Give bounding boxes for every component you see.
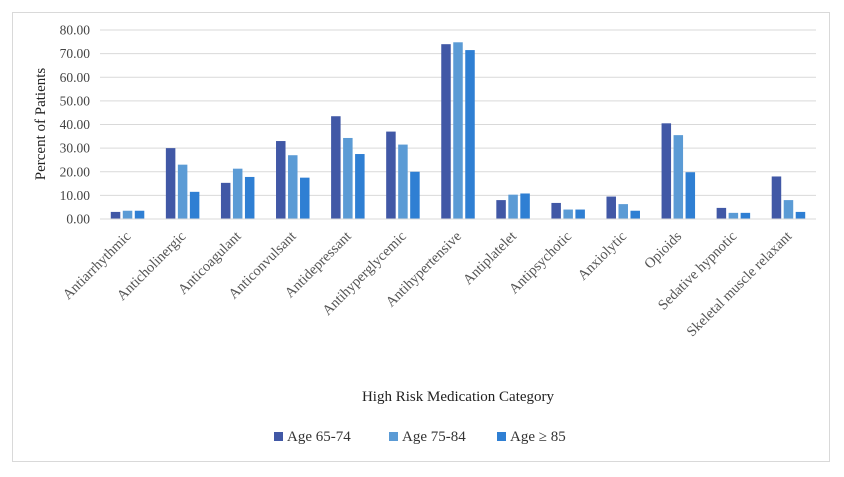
x-category-label: Anxiolytic xyxy=(575,229,630,284)
bar xyxy=(122,210,133,219)
bar xyxy=(177,164,188,219)
x-category-label: Opioids xyxy=(641,228,685,272)
bar xyxy=(740,212,751,219)
bar xyxy=(300,177,310,219)
legend-swatch xyxy=(497,432,506,441)
bar xyxy=(343,137,353,219)
y-tick-label: 60.00 xyxy=(60,70,91,85)
bar xyxy=(618,204,628,219)
legend-label: Age 75-84 xyxy=(402,429,466,445)
bar xyxy=(783,200,794,219)
bar xyxy=(661,123,672,219)
bar xyxy=(508,194,518,219)
x-axis-title: High Risk Medication Category xyxy=(362,389,555,405)
bar xyxy=(331,116,341,219)
x-category-label: Antiplatelet xyxy=(460,229,520,289)
bar xyxy=(232,168,243,219)
bar xyxy=(441,44,451,219)
y-tick-label: 70.00 xyxy=(60,46,91,61)
bar xyxy=(728,212,739,219)
bar xyxy=(288,155,298,219)
bars xyxy=(110,42,806,219)
bar xyxy=(110,211,121,219)
bar xyxy=(398,144,408,219)
bar xyxy=(606,196,616,219)
y-tick-label: 50.00 xyxy=(60,93,91,108)
legend-swatch xyxy=(274,432,283,441)
y-tick-label: 40.00 xyxy=(60,117,91,132)
bar xyxy=(630,210,640,219)
bar xyxy=(563,209,573,219)
bar xyxy=(244,176,255,219)
x-axis-categories: AntiarrhythmicAnticholinergicAnticoagula… xyxy=(60,228,795,340)
y-axis-ticks: 0.00 10.00 20.00 30.00 40.00 50.00 60.00 70.00 8… xyxy=(60,23,91,227)
bar xyxy=(673,135,684,219)
x-category-label: Skeletal muscle relaxant xyxy=(684,229,796,341)
bar xyxy=(496,200,506,219)
legend-label: Age 65-74 xyxy=(287,429,351,445)
bar xyxy=(165,148,176,219)
bar xyxy=(453,42,463,219)
legend: Age 65-74 Age 75-84 Age ≥ 85 xyxy=(274,429,566,445)
bar xyxy=(716,207,727,219)
bar xyxy=(355,154,365,219)
y-axis-title: Percent of Patients xyxy=(33,68,49,181)
y-tick-label: 80.00 xyxy=(60,23,91,38)
y-tick-label: 30.00 xyxy=(60,141,91,156)
bar xyxy=(520,193,530,219)
bar xyxy=(410,171,420,219)
bar xyxy=(276,141,286,219)
bar xyxy=(795,211,806,219)
bar xyxy=(386,131,396,219)
y-tick-label: 10.00 xyxy=(60,188,91,203)
bar xyxy=(685,172,696,219)
y-tick-label: 20.00 xyxy=(60,164,91,179)
y-tick-label: 0.00 xyxy=(66,212,90,227)
chart-frame xyxy=(12,12,830,462)
bar xyxy=(575,209,585,219)
bar xyxy=(189,191,200,219)
legend-swatch xyxy=(389,432,398,441)
bar xyxy=(771,176,782,219)
bar xyxy=(465,50,475,219)
legend-label: Age ≥ 85 xyxy=(510,429,566,445)
bar xyxy=(551,202,561,219)
bar xyxy=(220,182,231,219)
bar xyxy=(134,210,145,219)
